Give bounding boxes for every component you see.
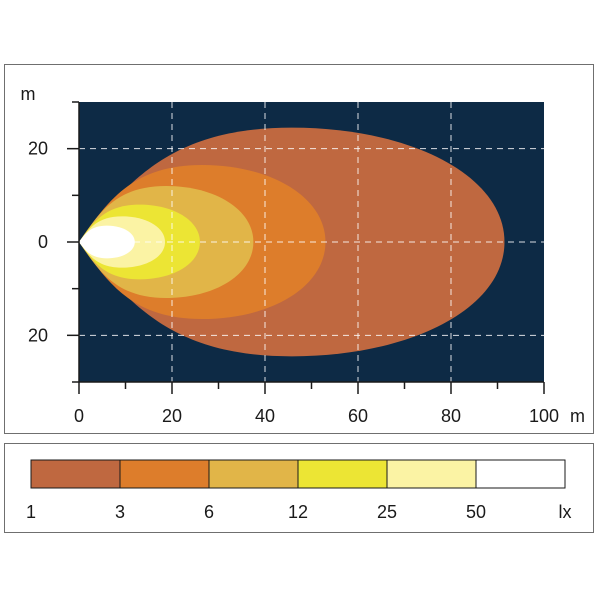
legend-swatch-6-lx bbox=[209, 460, 298, 488]
y-tick-label: 20 bbox=[28, 325, 48, 345]
legend-unit: lx bbox=[559, 502, 572, 522]
legend-swatch-12-lx bbox=[298, 460, 387, 488]
x-tick-label: 80 bbox=[441, 406, 461, 426]
x-tick-label: 40 bbox=[255, 406, 275, 426]
legend-swatch-3-lx bbox=[120, 460, 209, 488]
x-tick-label: 100 bbox=[529, 406, 559, 426]
legend-label: 12 bbox=[288, 502, 308, 522]
legend-label: 25 bbox=[377, 502, 397, 522]
legend-label: 1 bbox=[26, 502, 36, 522]
legend-swatch-1-lx bbox=[31, 460, 120, 488]
legend-swatch-25-lx bbox=[387, 460, 476, 488]
x-tick-label: 20 bbox=[162, 406, 182, 426]
x-axis-unit: m bbox=[570, 406, 585, 426]
x-tick-label: 60 bbox=[348, 406, 368, 426]
y-axis-unit: m bbox=[21, 84, 36, 104]
legend-label: 6 bbox=[204, 502, 214, 522]
y-tick-label: 0 bbox=[38, 232, 48, 252]
legend-label: 50 bbox=[466, 502, 486, 522]
legend-swatch-50-lx bbox=[476, 460, 565, 488]
legend-label: 3 bbox=[115, 502, 125, 522]
y-tick-label: 20 bbox=[28, 139, 48, 159]
x-tick-label: 0 bbox=[74, 406, 84, 426]
